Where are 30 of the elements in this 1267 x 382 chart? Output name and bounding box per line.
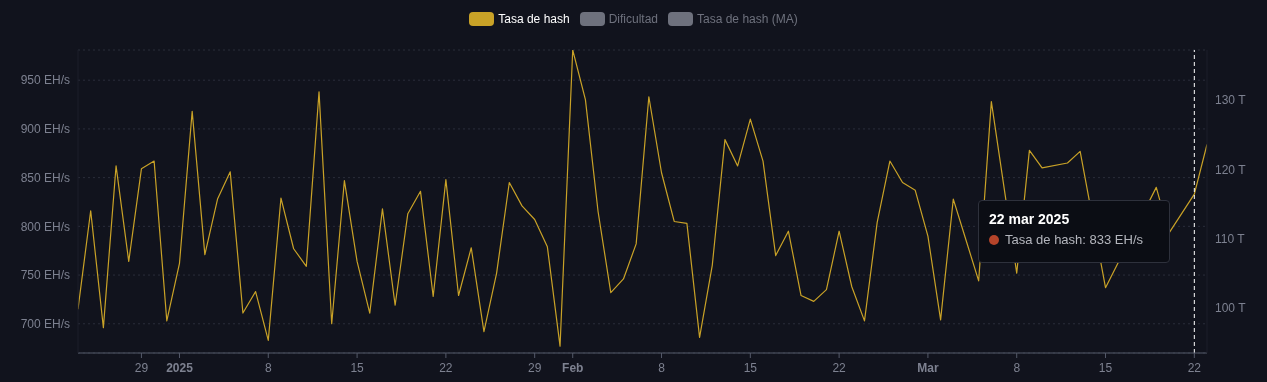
x-tick-label: 8 (1013, 361, 1021, 375)
x-tick-label: 29 (134, 361, 149, 375)
annotation: 22 mar 2025 (989, 211, 1071, 227)
x-tick-label: 15 (743, 361, 758, 375)
x-tick-label: Feb (562, 361, 584, 375)
y-tick-label: 800 EH/s (20, 219, 70, 234)
x-tick-label: 8 (658, 361, 666, 375)
x-tick-label: 22 (1187, 361, 1202, 375)
legend-label: Dificultad (608, 12, 659, 26)
y2-tick-label: 130 T (1215, 93, 1247, 108)
y-tick-label: 750 EH/s (20, 268, 70, 283)
y2-tick-label: 100 T (1215, 301, 1247, 316)
x-tick-label: 22 (439, 361, 453, 375)
y-tick-label: 850 EH/s (20, 170, 70, 185)
x-tick-label: 2025 (166, 361, 194, 375)
y2-tick-label: 120 T (1215, 162, 1247, 177)
x-tick-label: 8 (264, 361, 272, 375)
x-tick-label: 15 (350, 361, 365, 375)
annotation: Tasa de hash: 833 EH/s (1005, 232, 1144, 247)
x-tick-label: Mar (917, 361, 939, 375)
x-tick-label: 29 (527, 361, 542, 375)
y-tick-label: 950 EH/s (20, 73, 70, 88)
y-tick-label: 900 EH/s (20, 122, 70, 137)
x-tick-label: 15 (1098, 361, 1113, 375)
legend-label: Tasa de hash (MA) (697, 12, 798, 26)
x-tick-label: 22 (832, 361, 847, 375)
y-tick-label: 700 EH/s (20, 317, 70, 332)
legend-label: Tasa de hash (498, 12, 570, 26)
line-series (78, 50, 1207, 347)
y2-tick-label: 110 T (1215, 231, 1246, 246)
